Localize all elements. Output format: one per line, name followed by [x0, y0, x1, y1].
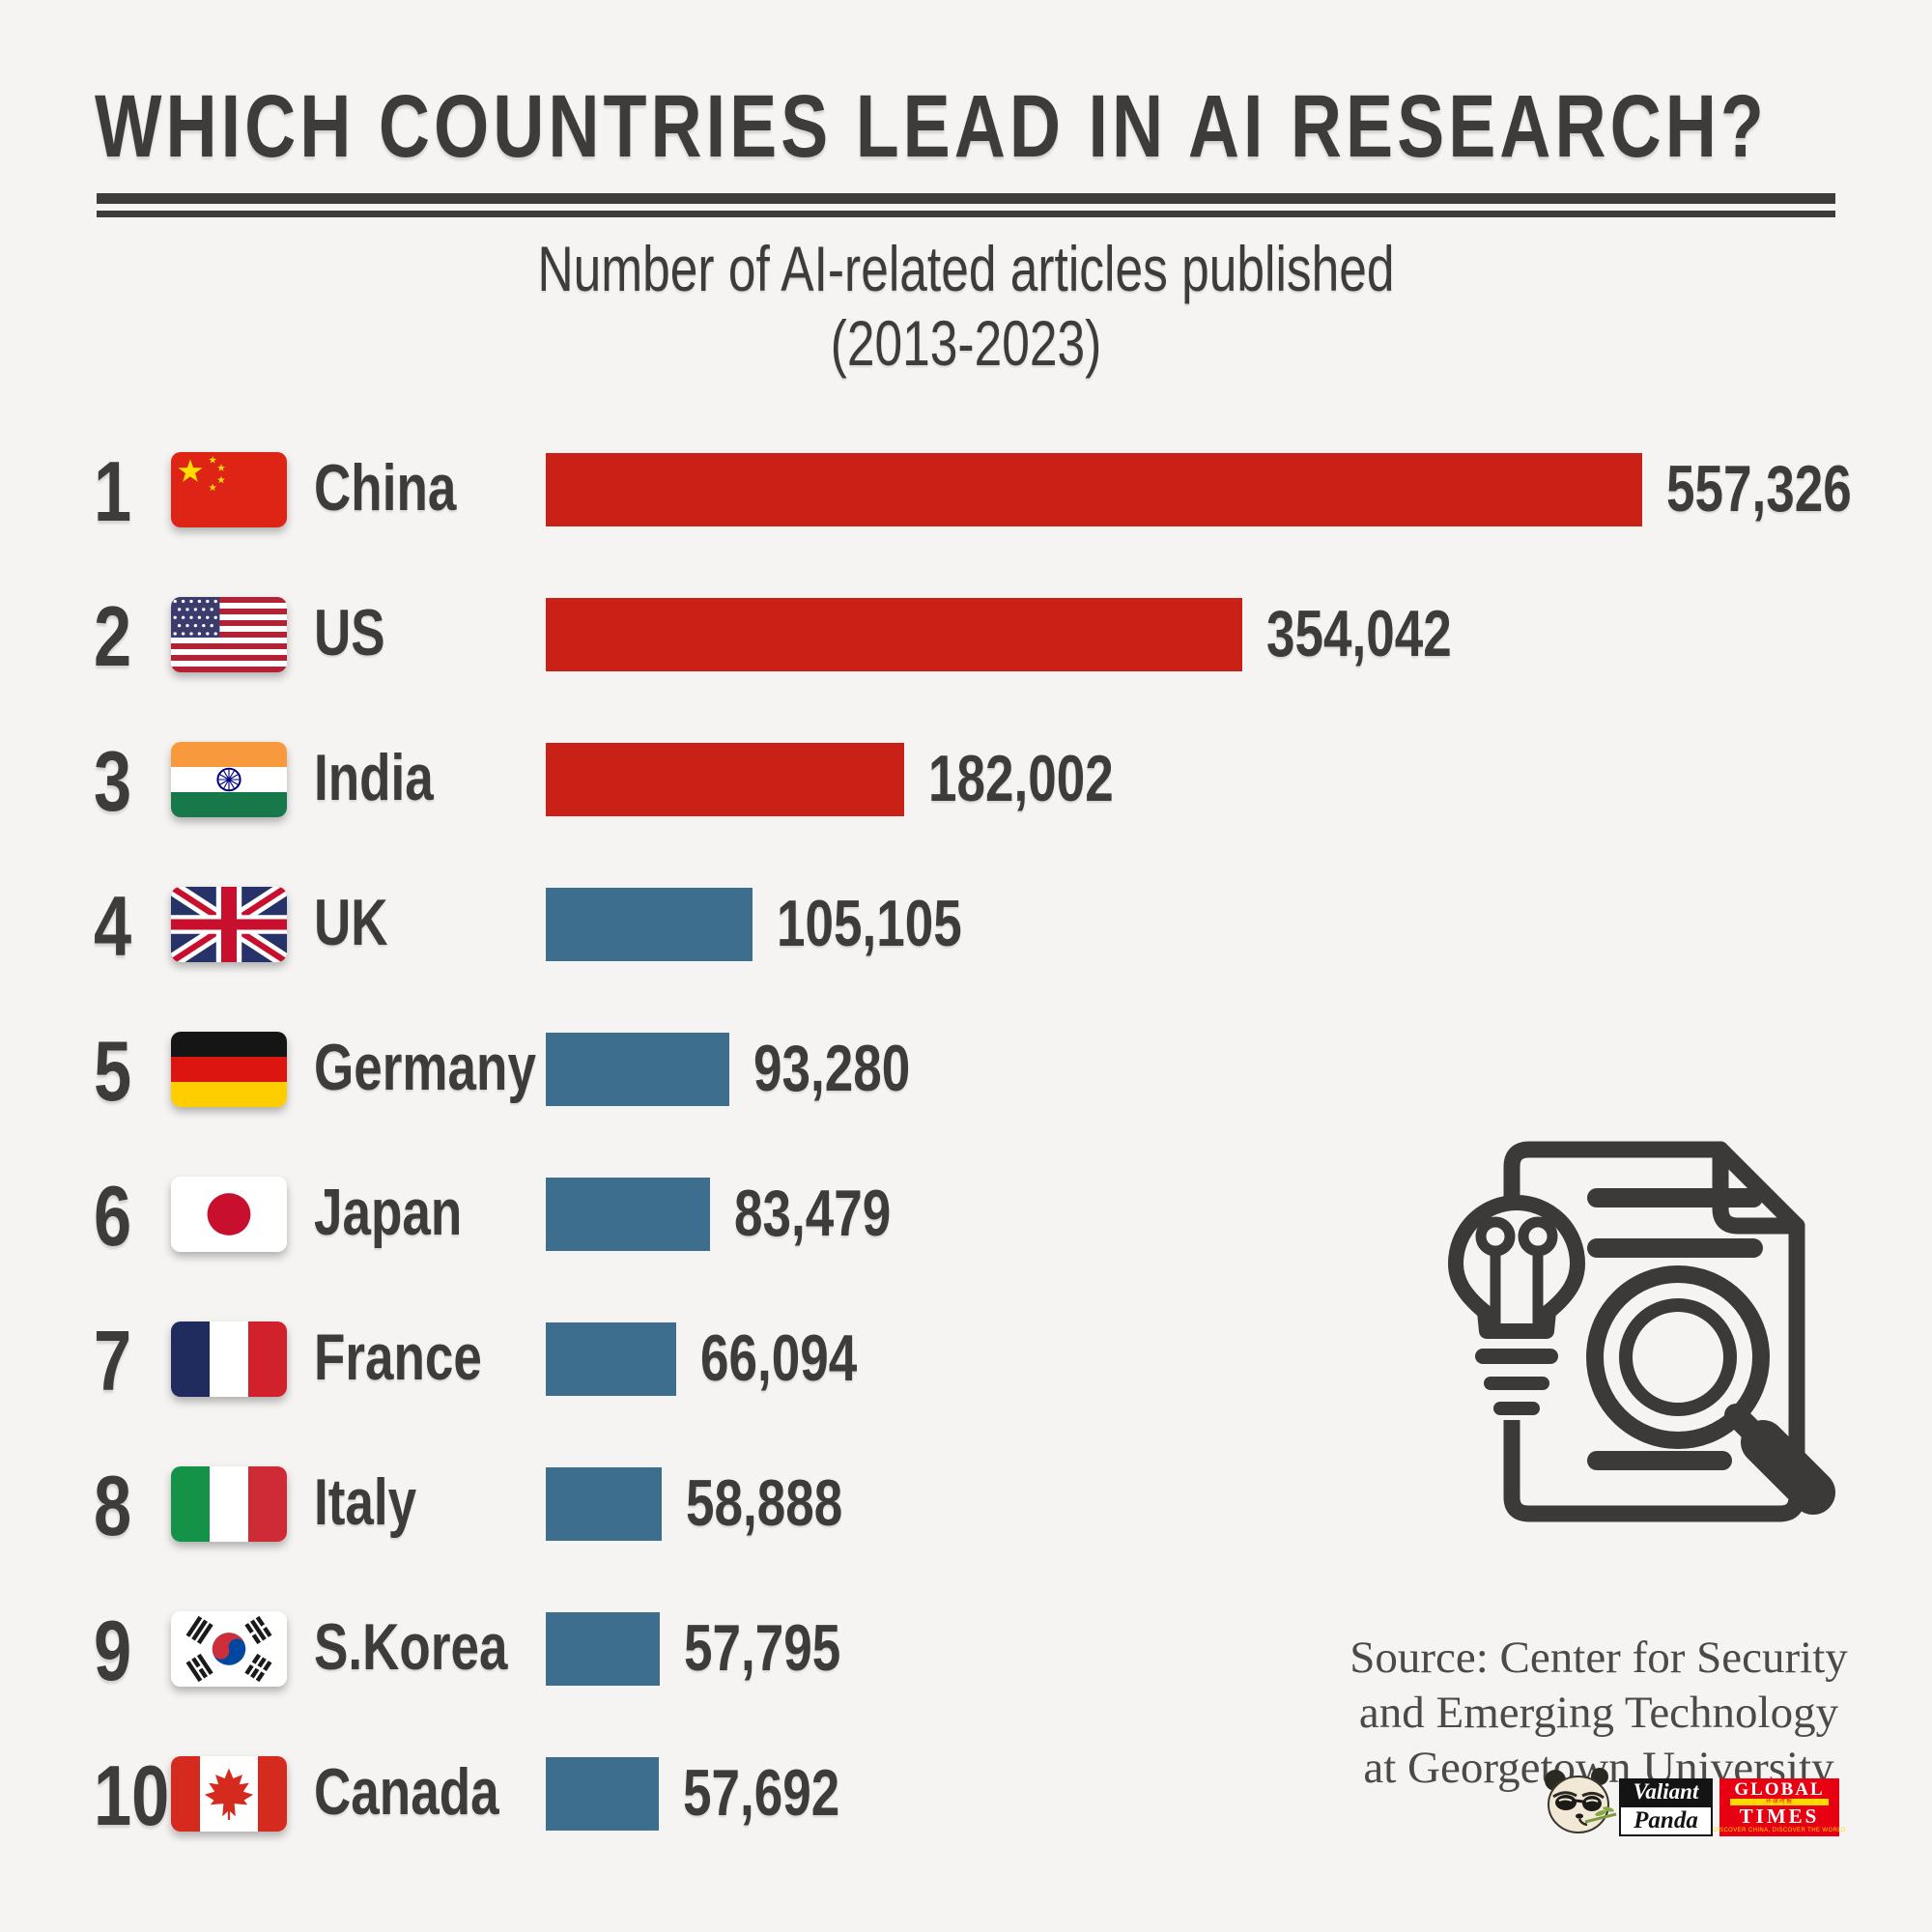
- page-title: WHICH COUNTRIES LEAD IN AI RESEARCH?: [95, 77, 1768, 176]
- rank-number: 4: [94, 878, 132, 974]
- flag-it-icon: [171, 1466, 287, 1542]
- global-times-logo: GLOBAL 环球时报 TIMES DISCOVER CHINA, DISCOV…: [1713, 1778, 1845, 1836]
- flag-cn-icon: [171, 452, 287, 527]
- lightbulb-icon: [1448, 1195, 1585, 1339]
- value-label: 83,479: [734, 1177, 892, 1250]
- value-bar: [546, 1322, 676, 1396]
- value-label: 182,002: [928, 742, 1114, 815]
- country-row-us: 2 US 354,042: [0, 594, 1932, 679]
- subtitle-line2: (2013-2023): [830, 307, 1102, 379]
- country-label: Italy: [314, 1465, 417, 1539]
- rank-number: 7: [94, 1313, 132, 1408]
- global-times-chinese-band: 环球时报: [1730, 1799, 1829, 1805]
- valiant-panda-word1: Valiant: [1619, 1778, 1713, 1805]
- country-row-uk: 4 UK 105,105: [0, 884, 1932, 969]
- country-row-italy: 8 Italy 58,888: [0, 1463, 1932, 1548]
- value-label: 557,326: [1666, 452, 1852, 526]
- subtitle-line1: Number of AI-related articles published: [537, 233, 1395, 304]
- country-label: S.Korea: [314, 1610, 508, 1684]
- source-line1: Source: Center for Security: [1350, 1633, 1848, 1683]
- rank-number: 6: [94, 1168, 132, 1264]
- country-label: China: [314, 451, 457, 525]
- value-bar: [546, 598, 1242, 671]
- rank-number: 10: [94, 1747, 170, 1843]
- rank-number: 9: [94, 1603, 132, 1698]
- country-row-canada: 10 Canada 57,692: [0, 1747, 1932, 1843]
- title-divider-thick: [97, 193, 1835, 204]
- value-bar: [546, 888, 753, 961]
- flag-de-icon: [171, 1032, 287, 1107]
- rank-number: 5: [94, 1023, 132, 1119]
- country-label: Germany: [314, 1031, 536, 1104]
- value-label: 354,042: [1266, 597, 1452, 670]
- flag-gb-icon: [171, 887, 287, 962]
- value-bar: [546, 1178, 710, 1251]
- country-label: Canada: [314, 1755, 499, 1829]
- rank-number: 3: [94, 733, 132, 829]
- global-times-word1: GLOBAL: [1734, 1779, 1825, 1800]
- title-divider-thin: [97, 211, 1835, 217]
- flag-ca-icon: [171, 1756, 287, 1832]
- valiant-panda-mascot-icon: [1545, 1768, 1617, 1833]
- value-label: 57,692: [683, 1756, 840, 1830]
- value-bar: [546, 743, 904, 816]
- valiant-panda-word2: Panda: [1619, 1805, 1713, 1836]
- country-label: France: [314, 1321, 482, 1394]
- global-times-tagline: DISCOVER CHINA, DISCOVER THE WORLD: [1713, 1828, 1846, 1833]
- chart-subtitle: Number of AI-related articles published …: [288, 232, 1644, 381]
- value-label: 105,105: [777, 887, 962, 960]
- flag-kr-icon: [171, 1611, 287, 1687]
- flag-us-icon: [171, 597, 287, 672]
- country-label: US: [314, 596, 385, 669]
- flag-in-icon: [171, 742, 287, 817]
- country-label: UK: [314, 886, 388, 959]
- value-bar: [546, 453, 1642, 526]
- value-label: 93,280: [753, 1032, 911, 1105]
- country-row-skorea: 9 S.Korea 57,795: [0, 1603, 1932, 1698]
- rank-number: 2: [94, 588, 132, 684]
- global-times-word2: TIMES: [1739, 1804, 1820, 1828]
- value-label: 57,795: [684, 1611, 841, 1685]
- value-bar: [546, 1467, 662, 1541]
- country-label: India: [314, 741, 434, 814]
- value-label: 58,888: [686, 1466, 843, 1540]
- flag-fr-icon: [171, 1321, 287, 1397]
- flag-jp-icon: [171, 1177, 287, 1252]
- country-label: Japan: [314, 1176, 463, 1249]
- value-bar: [546, 1033, 729, 1106]
- country-row-france: 7 France 66,094: [0, 1319, 1932, 1404]
- value-bar: [546, 1612, 660, 1686]
- value-label: 66,094: [700, 1321, 858, 1395]
- source-line2: and Emerging Technology: [1358, 1688, 1839, 1738]
- country-row-japan: 6 Japan 83,479: [0, 1174, 1932, 1259]
- country-row-china: 1 China 557,326: [0, 449, 1932, 534]
- country-row-india: 3 India 182,002: [0, 739, 1932, 824]
- value-bar: [546, 1757, 659, 1831]
- research-document-icon: [1448, 1141, 1835, 1522]
- rank-number: 1: [94, 443, 132, 539]
- valiant-panda-logo: Valiant Panda: [1619, 1778, 1713, 1836]
- country-row-germany: 5 Germany 93,280: [0, 1029, 1932, 1114]
- rank-number: 8: [94, 1458, 132, 1553]
